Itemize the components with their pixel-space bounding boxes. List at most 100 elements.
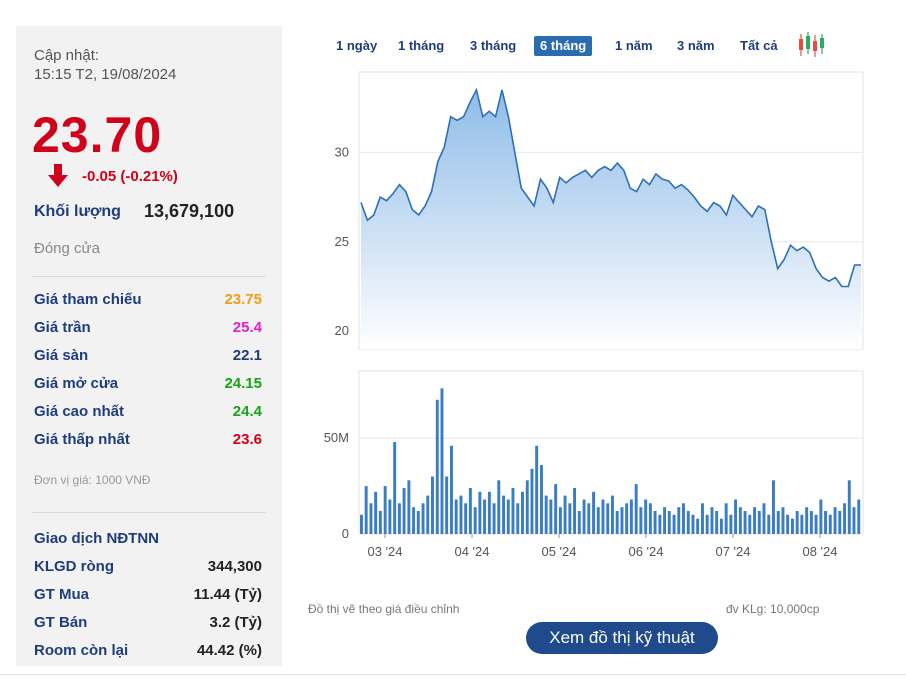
volume-bar (843, 503, 847, 534)
range-all-button[interactable]: Tất cả (740, 38, 778, 53)
stat-row-reference: Giá tham chiếu 23.75 (34, 291, 262, 308)
volume-bar (544, 495, 548, 534)
volume-tick-label: 50M (324, 430, 349, 445)
volume-bar (767, 514, 771, 534)
volume-tick-label: 0 (342, 526, 349, 541)
volume-bar (601, 499, 605, 534)
range-1d-button[interactable]: 1 ngày (336, 38, 378, 53)
volume-bar (743, 511, 747, 534)
volume-bar (729, 514, 733, 534)
volume-bar (620, 507, 624, 534)
volume-bar (478, 491, 482, 534)
adjusted-price-note: Đồ thị vẽ theo giá điều chỉnh (308, 602, 460, 616)
volume-bar (781, 507, 785, 534)
volume-bar (445, 476, 449, 534)
stat-label: Giá tham chiếu (34, 291, 142, 308)
update-time: 15:15 T2, 19/08/2024 (34, 66, 177, 83)
foreign-row-room: Room còn lại 44.42 (%) (34, 642, 262, 659)
foreign-value: 11.44 (Tỷ) (193, 586, 262, 603)
range-1m-button[interactable]: 1 tháng (398, 38, 445, 53)
market-status: Đóng cửa (34, 240, 100, 257)
volume-bar (596, 507, 600, 534)
volume-bar (625, 503, 629, 534)
volume-bar (440, 388, 444, 534)
range-6m-button[interactable]: 6 tháng (534, 36, 593, 56)
volume-bar (847, 480, 851, 534)
volume-bar (653, 511, 657, 534)
volume-bar (450, 445, 453, 534)
stat-row-low: Giá thấp nhất 23.6 (34, 431, 262, 448)
price-volume-chart: 20 25 30 0 50M 03 '24 04 '24 05 '24 06 '24 07 '2… (324, 71, 864, 559)
range-3m-button[interactable]: 3 tháng (470, 38, 517, 53)
volume-bar (753, 507, 757, 534)
stat-value: 22.1 (232, 347, 262, 364)
volume-bar (677, 507, 681, 534)
volume-bar (587, 503, 591, 534)
x-tick-label: 05 '24 (541, 544, 576, 559)
volume-bar (497, 480, 501, 534)
volume-bar (374, 491, 378, 534)
volume-bar (772, 480, 775, 534)
volume-bar (397, 503, 401, 534)
volume-bar (525, 480, 529, 534)
volume-bar (734, 499, 738, 534)
volume-bar (838, 511, 842, 534)
volume-bar (672, 514, 676, 534)
volume-bar (667, 511, 671, 534)
stat-row-floor: Giá sàn 22.1 (34, 347, 262, 364)
volume-bar (568, 503, 572, 534)
update-info: Cập nhật: 15:15 T2, 19/08/2024 (34, 46, 176, 84)
range-3y-button[interactable]: 3 năm (677, 38, 715, 53)
volume-bar (364, 486, 368, 534)
volume-bar (762, 503, 766, 534)
volume-bar (468, 488, 472, 534)
stat-label: Giá thấp nhất (34, 431, 130, 448)
volume-bar (563, 495, 567, 534)
price-tick-label: 25 (335, 234, 349, 249)
stat-row-open: Giá mở cửa 24.15 (34, 375, 262, 392)
bottom-divider (0, 674, 906, 675)
x-tick-label: 07 '24 (715, 544, 750, 559)
x-tick-label: 08 '24 (802, 544, 837, 559)
volume-bar (412, 507, 416, 534)
volume-bar (791, 518, 794, 534)
volume-label: Khối lượng (34, 203, 121, 220)
divider (32, 276, 266, 277)
foreign-value: 44.42 (%) (196, 642, 262, 659)
foreign-value: 344,300 (207, 558, 262, 575)
price-tick-label: 30 (335, 144, 349, 159)
foreign-label: GT Bán (34, 614, 88, 631)
volume-bar (426, 495, 430, 534)
volume-bar (388, 499, 392, 534)
volume-bar (715, 511, 719, 534)
volume-bar (696, 518, 700, 534)
volume-bar (431, 476, 434, 534)
volume-bar (615, 511, 619, 534)
stat-value: 25.4 (232, 319, 262, 336)
volume-bar (833, 507, 837, 534)
range-1y-button[interactable]: 1 năm (615, 38, 653, 53)
down-arrow-icon (48, 164, 68, 187)
volume-bar (701, 503, 704, 534)
volume-bar (592, 491, 596, 534)
stat-value: 23.75 (224, 291, 262, 308)
volume-bar (724, 503, 728, 534)
foreign-title: Giao dịch NĐTNN (34, 530, 160, 547)
foreign-row-buy: GT Mua 11.44 (Tỷ) (34, 586, 262, 603)
volume-bar (506, 499, 510, 534)
volume-bar (492, 503, 496, 534)
volume-bar (521, 491, 524, 534)
volume-bar (573, 488, 577, 534)
candlestick-icon[interactable] (796, 32, 826, 58)
volume-bar (705, 514, 709, 534)
volume-bar (421, 503, 425, 534)
volume-unit-note: đv KLg: 10,000cp (726, 602, 820, 616)
volume-bar (857, 499, 861, 534)
volume-bar (786, 514, 790, 534)
foreign-label: KLGD ròng (34, 558, 114, 575)
technical-chart-button[interactable]: Xem đồ thị kỹ thuật (526, 622, 718, 654)
volume-bar (686, 511, 690, 534)
current-price: 23.70 (32, 107, 163, 163)
volume-bar (611, 495, 614, 534)
update-label: Cập nhật: (34, 47, 100, 64)
